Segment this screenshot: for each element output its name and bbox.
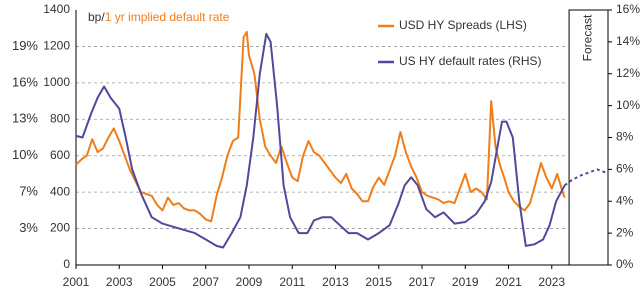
unit-label: bp/ — [88, 10, 105, 24]
implied-label: 3% — [19, 220, 38, 235]
y2-tick-label: 10% — [616, 98, 640, 112]
implied-label: 19% — [12, 38, 38, 53]
forecast-label: Forecast — [581, 14, 595, 61]
x-tick-label: 2019 — [452, 275, 479, 289]
x-tick-label: 2015 — [365, 275, 392, 289]
y-tick-label: 0 — [63, 257, 70, 271]
y-tick-label: 800 — [50, 111, 70, 125]
legend-label: USD HY Spreads (LHS) — [399, 18, 527, 32]
implied-title: 1 yr implied default rate — [105, 10, 230, 24]
y2-tick-label: 14% — [616, 34, 640, 48]
y-tick-label: 1000 — [43, 75, 70, 89]
x-tick-label: 2005 — [149, 275, 176, 289]
y-tick-label: 1200 — [43, 39, 70, 53]
y2-tick-label: 2% — [616, 225, 634, 239]
legend-label: US HY default rates (RHS) — [399, 54, 542, 68]
x-tick-label: 2013 — [322, 275, 349, 289]
y-tick-label: 200 — [50, 221, 70, 235]
x-tick-label: 2003 — [106, 275, 133, 289]
implied-label: 7% — [19, 184, 38, 199]
implied-label: 10% — [12, 147, 38, 162]
y2-tick-label: 12% — [616, 66, 640, 80]
y2-tick-label: 4% — [616, 193, 634, 207]
chart-title: bp/1 yr implied default rate — [88, 10, 230, 24]
series-line — [75, 30, 566, 223]
x-tick-label: 2007 — [192, 275, 219, 289]
series-line — [564, 168, 607, 187]
y2-tick-label: 16% — [616, 2, 640, 16]
implied-label: 13% — [12, 111, 38, 126]
y-tick-label: 1400 — [43, 2, 70, 16]
y2-tick-label: 0% — [616, 257, 634, 271]
y2-tick-label: 8% — [616, 130, 634, 144]
x-tick-label: 2017 — [409, 275, 436, 289]
y2-tick-label: 6% — [616, 162, 634, 176]
series-line — [75, 32, 566, 249]
x-tick-label: 2009 — [236, 275, 263, 289]
implied-label: 16% — [12, 74, 38, 89]
x-tick-label: 2023 — [538, 275, 565, 289]
y-tick-label: 600 — [50, 148, 70, 162]
x-tick-label: 2021 — [495, 275, 522, 289]
x-tick-label: 2011 — [279, 275, 305, 289]
y-tick-label: 400 — [50, 184, 70, 198]
x-tick-label: 2001 — [63, 275, 90, 289]
